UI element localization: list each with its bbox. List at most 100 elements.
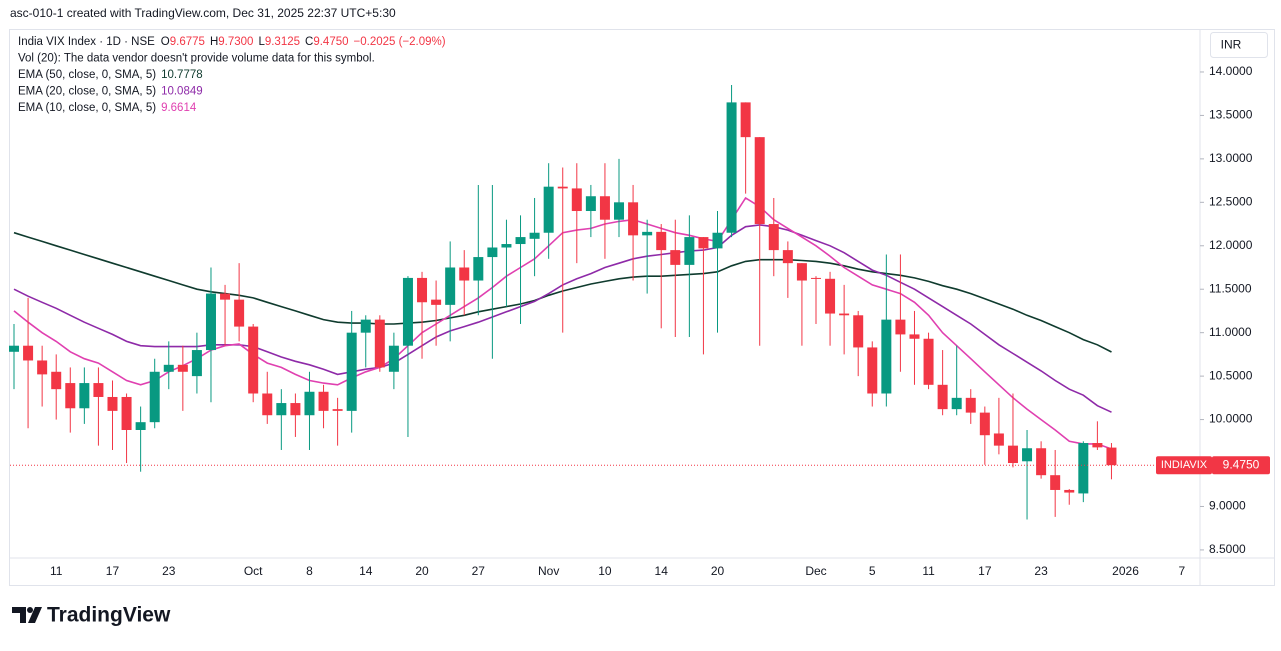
candle-body — [684, 237, 695, 265]
y-tick-label: 10.0000 — [1209, 412, 1253, 426]
candle-body — [431, 299, 442, 305]
candle-body — [951, 397, 962, 410]
candle-body — [318, 391, 329, 411]
candle-body — [402, 277, 413, 346]
candle-body — [191, 350, 202, 377]
legend-entry: EMA (20, close, 0, SMA, 5) 10.0849 — [18, 86, 203, 98]
ohlc-value: 9.7300 — [218, 36, 253, 48]
candle-body — [473, 257, 484, 281]
ohlc-value: 9.3125 — [265, 36, 300, 48]
legend-main: India VIX Index · 1D · NSE O9.6775 H9.7300… — [18, 36, 446, 48]
candle-body — [9, 345, 19, 352]
y-tick-label: 13.0000 — [1209, 151, 1253, 165]
y-tick-label: 14.0000 — [1209, 64, 1253, 78]
candle-body — [1022, 448, 1033, 462]
badge-value: 9.4750 — [1223, 457, 1260, 471]
candle-body — [205, 293, 216, 351]
candle-body — [656, 231, 667, 251]
candle-body — [177, 364, 188, 372]
currency-button[interactable] — [1210, 32, 1268, 58]
y-tick-label: 11.0000 — [1209, 325, 1252, 339]
candle-body — [642, 231, 653, 236]
x-tick-label: 20 — [415, 564, 429, 578]
ohlc-value: 9.6775 — [170, 36, 205, 48]
candle-body — [585, 196, 596, 212]
candle-body — [374, 319, 385, 368]
y-tick-label: 11.5000 — [1209, 281, 1252, 295]
candle-body — [825, 278, 836, 314]
y-tick-label: 10.5000 — [1209, 368, 1253, 382]
x-tick-label: 14 — [655, 564, 669, 578]
ohlc-key: O — [161, 36, 170, 48]
candle-body — [909, 334, 920, 339]
legend-name: EMA (10, close, 0, SMA, 5) — [18, 102, 156, 114]
x-tick-label: 17 — [106, 564, 120, 578]
ohlc-key: L — [258, 36, 265, 48]
legend-value: 10.7778 — [161, 69, 203, 81]
y-tick-label: 12.0000 — [1209, 238, 1253, 252]
badge-name-bg — [1156, 456, 1212, 475]
candle-body — [839, 313, 850, 316]
x-tick-label: Dec — [805, 564, 826, 578]
candle-body — [487, 247, 498, 258]
brand: TradingView — [47, 604, 171, 627]
x-tick-label: 8 — [306, 564, 313, 578]
candle-body — [346, 332, 357, 411]
candle-body — [276, 403, 287, 416]
ohlc-value: 9.4750 — [313, 36, 348, 48]
x-tick-label: Nov — [538, 564, 559, 578]
candle-body — [712, 232, 723, 249]
candle-body — [1092, 443, 1103, 448]
symbol: India VIX Index · 1D · NSE — [18, 36, 155, 48]
candle-body — [93, 383, 104, 397]
candle-body — [515, 237, 526, 245]
x-tick-label: 5 — [869, 564, 876, 578]
x-tick-label: 11 — [50, 564, 63, 578]
candle-body — [599, 196, 610, 220]
x-tick-label: 10 — [598, 564, 612, 578]
x-tick-label: 20 — [711, 564, 725, 578]
candle-body — [810, 277, 821, 279]
candle-body — [163, 364, 174, 372]
volume-note: Vol (20): The data vendor doesn't provid… — [18, 53, 375, 65]
candle-body — [262, 393, 273, 416]
candles — [9, 85, 1117, 520]
candle-body — [740, 102, 751, 138]
candle-body — [796, 263, 807, 281]
candle-body — [923, 338, 934, 385]
candle-body — [1050, 475, 1061, 490]
candle-body — [543, 186, 554, 233]
currency[interactable]: INR — [1221, 38, 1242, 52]
y-tick-label: 12.5000 — [1209, 194, 1253, 208]
candle-body — [135, 422, 146, 430]
candle-body — [979, 412, 990, 436]
candle-body — [23, 345, 34, 361]
legend-entry: EMA (10, close, 0, SMA, 5) 9.6614 — [18, 102, 197, 114]
x-tick-label: 14 — [359, 564, 373, 578]
candle-body — [881, 319, 892, 394]
candle-body — [51, 371, 62, 390]
x-tick-label: 17 — [978, 564, 992, 578]
candle-body — [1064, 489, 1075, 493]
candle-body — [529, 232, 540, 239]
candle-body — [79, 383, 90, 409]
candle-body — [965, 397, 976, 413]
candle-body — [628, 202, 639, 236]
x-tick-label: 2026 — [1112, 564, 1139, 578]
badge-name: INDIAVIX — [1161, 459, 1208, 471]
legend-value: 9.6614 — [161, 102, 197, 114]
candle-body — [360, 319, 371, 333]
x-tick-label: 11 — [922, 564, 935, 578]
candle-body — [614, 202, 625, 220]
x-tick-label: 27 — [472, 564, 486, 578]
ohlc-key: C — [305, 36, 313, 48]
caption: asc-010-1 created with TradingView.com, … — [10, 6, 396, 20]
x-tick-label: Oct — [244, 564, 263, 578]
candle-body — [867, 347, 878, 394]
candle-body — [698, 237, 709, 249]
candle-body — [1007, 445, 1018, 464]
candle-body — [501, 244, 512, 248]
candle-body — [388, 345, 399, 372]
candle-body — [853, 315, 864, 348]
